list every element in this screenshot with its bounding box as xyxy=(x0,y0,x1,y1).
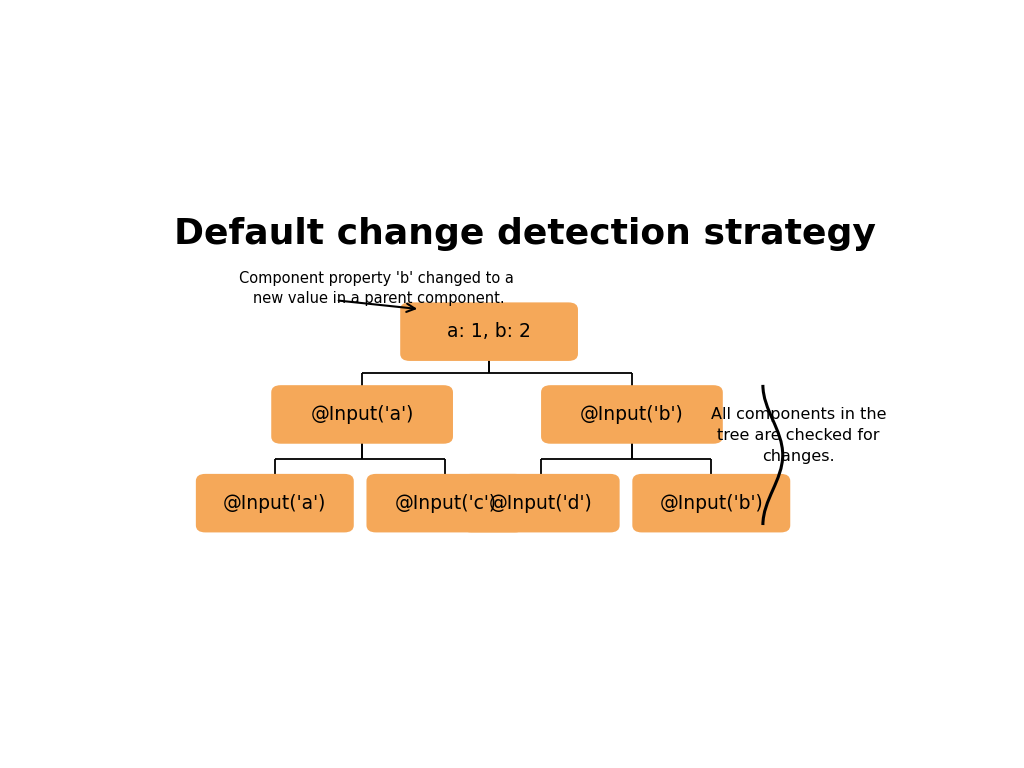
Text: Default change detection strategy: Default change detection strategy xyxy=(174,217,876,251)
FancyBboxPatch shape xyxy=(541,386,723,444)
Text: @Input('a'): @Input('a') xyxy=(223,494,327,513)
Text: Component property 'b' changed to a
   new value in a parent component.: Component property 'b' changed to a new … xyxy=(240,271,514,306)
Text: @Input('d'): @Input('d') xyxy=(488,494,593,513)
FancyBboxPatch shape xyxy=(271,386,453,444)
Text: @Input('a'): @Input('a') xyxy=(310,405,414,424)
Text: @Input('c'): @Input('c') xyxy=(394,494,497,513)
FancyBboxPatch shape xyxy=(367,474,524,532)
FancyBboxPatch shape xyxy=(196,474,353,532)
Text: a: 1, b: 2: a: 1, b: 2 xyxy=(447,322,531,341)
FancyBboxPatch shape xyxy=(462,474,620,532)
Text: @Input('b'): @Input('b') xyxy=(659,494,763,513)
Text: @Input('b'): @Input('b') xyxy=(580,405,684,424)
FancyBboxPatch shape xyxy=(633,474,791,532)
FancyBboxPatch shape xyxy=(400,303,578,361)
Text: All components in the
tree are checked for
changes.: All components in the tree are checked f… xyxy=(711,406,887,464)
